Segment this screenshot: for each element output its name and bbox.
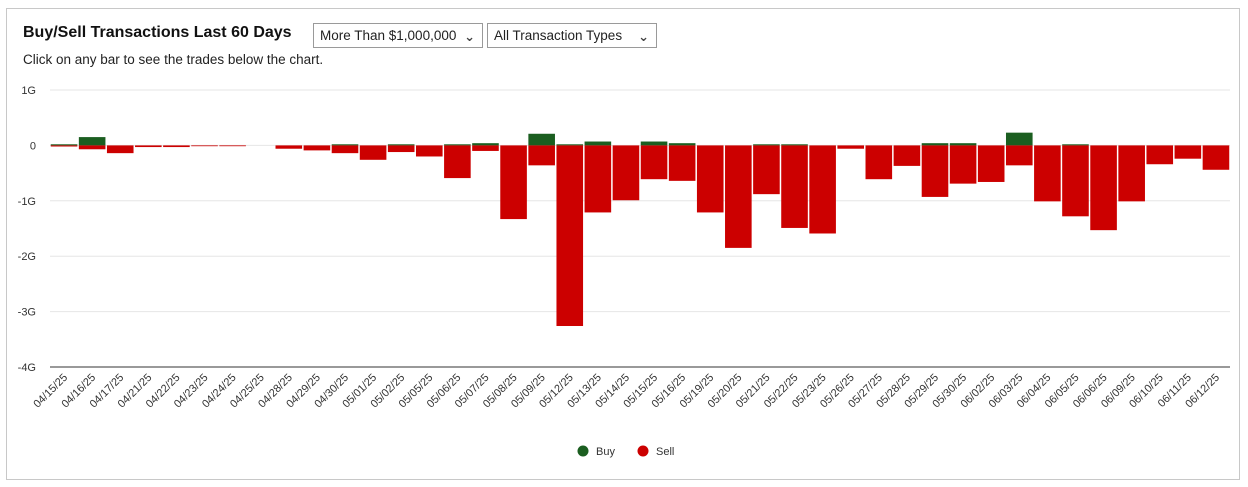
sell-bar[interactable]: [921, 145, 949, 197]
type-filter-dropdown[interactable]: All Transaction Types ⌄: [487, 23, 657, 48]
buy-bar[interactable]: [50, 144, 78, 146]
chevron-down-icon: ⌄: [464, 29, 475, 44]
sell-bar[interactable]: [163, 145, 190, 148]
buy-bar[interactable]: [668, 143, 696, 146]
buy-bar[interactable]: [753, 144, 780, 146]
sell-bar[interactable]: [696, 145, 724, 213]
sell-bar[interactable]: [556, 145, 584, 327]
legend-buy-label[interactable]: Buy: [596, 446, 615, 458]
chevron-down-icon: ⌄: [638, 29, 649, 44]
legend-sell-marker[interactable]: [637, 445, 649, 457]
sell-bar[interactable]: [275, 145, 303, 149]
sell-bar[interactable]: [893, 145, 921, 166]
sell-bar[interactable]: [781, 145, 808, 228]
sell-bar[interactable]: [668, 145, 696, 181]
sell-bar[interactable]: [1090, 145, 1117, 231]
sell-bar[interactable]: [1034, 145, 1061, 202]
sell-bar[interactable]: [415, 145, 443, 157]
y-tick-label: 1G: [21, 85, 36, 97]
sell-bar[interactable]: [387, 145, 415, 153]
buy-bar[interactable]: [331, 144, 359, 146]
sell-bar[interactable]: [135, 145, 162, 148]
buy-bar[interactable]: [949, 143, 977, 146]
sell-bar[interactable]: [359, 145, 387, 160]
buy-bar[interactable]: [584, 141, 612, 146]
buy-bar[interactable]: [444, 144, 471, 146]
chart-title: Buy/Sell Transactions Last 60 Days: [23, 24, 292, 41]
buy-bar[interactable]: [472, 143, 499, 146]
sell-bar[interactable]: [106, 145, 134, 154]
sell-bar[interactable]: [50, 145, 78, 147]
y-tick-label: 0: [30, 140, 36, 152]
sell-bar[interactable]: [949, 145, 977, 184]
buy-bar[interactable]: [78, 137, 106, 146]
buy-bar[interactable]: [921, 143, 949, 146]
sell-bar[interactable]: [528, 145, 555, 166]
sell-bar[interactable]: [1062, 145, 1089, 217]
sell-bar[interactable]: [977, 145, 1005, 182]
sell-bar[interactable]: [612, 145, 640, 201]
sell-bar[interactable]: [1174, 145, 1202, 159]
sell-bar[interactable]: [640, 145, 668, 180]
sell-bar[interactable]: [303, 145, 331, 151]
sell-bar[interactable]: [444, 145, 471, 179]
sell-bar[interactable]: [809, 145, 836, 234]
sell-bar[interactable]: [78, 145, 106, 150]
buy-bar[interactable]: [781, 144, 808, 146]
sell-bar[interactable]: [865, 145, 893, 180]
sell-bar[interactable]: [837, 145, 865, 149]
sell-bar[interactable]: [753, 145, 780, 195]
sell-bar[interactable]: [1202, 145, 1230, 170]
y-tick-label: -4G: [18, 362, 36, 374]
buy-bar[interactable]: [528, 133, 555, 146]
amount-filter-value: More Than $1,000,000: [320, 28, 457, 43]
chart-panel: [6, 8, 1240, 480]
sell-bar[interactable]: [331, 145, 359, 154]
buy-bar[interactable]: [640, 141, 668, 146]
legend-buy-marker[interactable]: [577, 445, 589, 457]
sell-bar[interactable]: [191, 145, 218, 147]
sell-bar[interactable]: [1005, 145, 1033, 166]
sell-bar[interactable]: [500, 145, 527, 220]
buy-bar[interactable]: [1062, 144, 1089, 146]
legend-sell-label[interactable]: Sell: [656, 446, 674, 458]
amount-filter-dropdown[interactable]: More Than $1,000,000 ⌄: [313, 23, 483, 48]
y-tick-label: -2G: [18, 251, 36, 263]
sell-bar[interactable]: [1118, 145, 1145, 202]
sell-bar[interactable]: [472, 145, 499, 151]
sell-bar[interactable]: [725, 145, 752, 248]
buy-bar[interactable]: [387, 144, 415, 146]
y-tick-label: -3G: [18, 307, 36, 319]
chart-subtitle: Click on any bar to see the trades below…: [23, 52, 324, 67]
buy-bar[interactable]: [1005, 132, 1033, 146]
sell-bar[interactable]: [219, 145, 246, 147]
type-filter-value: All Transaction Types: [494, 28, 623, 43]
buy-bar[interactable]: [556, 144, 584, 146]
y-tick-label: -1G: [18, 196, 36, 208]
sell-bar[interactable]: [584, 145, 612, 213]
sell-bar[interactable]: [1146, 145, 1174, 165]
